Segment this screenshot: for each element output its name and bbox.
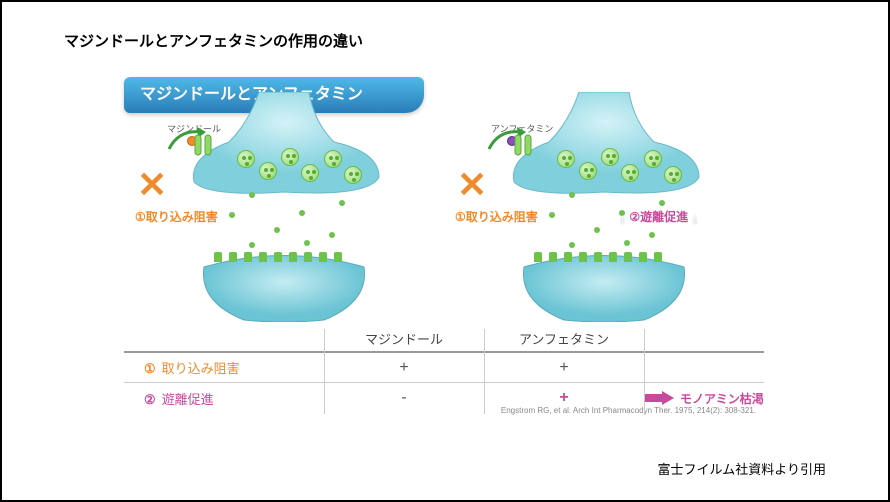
transporter-icon <box>194 134 212 156</box>
nt-dot-icon <box>569 192 575 198</box>
nt-dot-icon <box>249 192 255 198</box>
caption-num: ① <box>455 210 466 224</box>
extra-note: モノアミン枯渇 <box>644 390 764 407</box>
cell-value: + <box>484 359 644 377</box>
row-label: ② 遊離促進 <box>124 389 324 408</box>
receptor-icon <box>534 252 542 262</box>
panel-amphetamine: アンフェタミン ✕ ①取り込み阻害 ↓ ②遊離促進 ↓ <box>449 92 759 322</box>
nt-dot-icon <box>274 227 280 233</box>
vesicle-icon <box>301 164 319 182</box>
vesicle-icon <box>557 150 575 168</box>
caption-uptake-inhibition: ①取り込み阻害 <box>455 208 538 225</box>
caption-release-promotion: ↓ ②遊離促進 ↓ <box>619 208 698 226</box>
vesicle-icon <box>664 166 682 184</box>
nt-dot-icon <box>329 232 335 238</box>
vesicle-icon <box>324 150 342 168</box>
caption-text: 取り込み阻害 <box>146 210 218 224</box>
synapse-lower-icon <box>194 252 374 322</box>
vesicle-icon <box>621 164 639 182</box>
figure-area: マジンドールとアンフェタミン マジンドール ✕ ①取り込み阻害 <box>124 77 764 437</box>
panel-mazindol: マジンドール ✕ ①取り込み阻害 <box>129 92 439 322</box>
vesicle-icon <box>344 166 362 184</box>
col-header-amphetamine: アンフェタミン <box>484 329 644 348</box>
cell-value: - <box>324 389 484 407</box>
comparison-table: マジンドール アンフェタミン ① 取り込み阻害 + + ② 遊離促進 - + モノア… <box>124 325 764 417</box>
vesicle-icon <box>237 150 255 168</box>
down-arrow-icon: ↓ <box>691 210 698 226</box>
row-text: 遊離促進 <box>162 392 214 407</box>
cell-value: + <box>484 389 644 407</box>
vesicle-icon <box>579 162 597 180</box>
receptor-icon <box>549 252 557 262</box>
receptor-icon <box>639 252 647 262</box>
receptor-icon <box>244 252 252 262</box>
receptor-icon <box>214 252 222 262</box>
receptor-icon <box>609 252 617 262</box>
caption-num: ② <box>629 210 640 224</box>
caption-uptake-inhibition: ①取り込み阻害 <box>135 208 218 225</box>
receptor-icon <box>259 252 267 262</box>
row-text: 取り込み阻害 <box>162 361 240 376</box>
vesicle-icon <box>644 150 662 168</box>
nt-dot-icon <box>594 227 600 233</box>
cell-value: + <box>324 359 484 377</box>
row-num: ① <box>144 361 156 376</box>
wide-arrow-icon <box>644 391 674 405</box>
attribution: 富士フイルム社資料より引用 <box>658 459 826 478</box>
synapse-lower-icon <box>514 252 694 322</box>
nt-dot-icon <box>624 240 630 246</box>
citation: Engstrom RG, et al. Arch Int Pharmacodyn… <box>501 406 756 415</box>
receptor-icon <box>624 252 632 262</box>
receptor-icon <box>564 252 572 262</box>
nt-dot-icon <box>549 212 555 218</box>
receptor-icon <box>594 252 602 262</box>
nt-dot-icon <box>249 242 255 248</box>
nt-dot-icon <box>299 210 305 216</box>
caption-num: ① <box>135 210 146 224</box>
nt-dot-icon <box>229 212 235 218</box>
receptor-icon <box>274 252 282 262</box>
row-num: ② <box>144 392 156 407</box>
receptor-icon <box>334 252 342 262</box>
cross-icon: ✕ <box>457 167 487 203</box>
down-arrow-icon: ↓ <box>619 210 626 226</box>
transporter-icon <box>514 134 532 156</box>
table-header: マジンドール アンフェタミン <box>124 325 764 353</box>
receptor-icon <box>229 252 237 262</box>
receptor-icon <box>654 252 662 262</box>
nt-dot-icon <box>339 200 345 206</box>
receptor-icon <box>319 252 327 262</box>
nt-dot-icon <box>304 240 310 246</box>
nt-dot-icon <box>649 232 655 238</box>
caption-text: 遊離促進 <box>640 210 688 224</box>
receptor-icon <box>289 252 297 262</box>
row-label: ① 取り込み阻害 <box>124 358 324 377</box>
vesicle-icon <box>259 162 277 180</box>
page-title: マジンドールとアンフェタミンの作用の違い <box>64 30 363 51</box>
receptor-icon <box>304 252 312 262</box>
col-header-mazindol: マジンドール <box>324 329 484 348</box>
nt-dot-icon <box>569 242 575 248</box>
vesicle-icon <box>601 148 619 166</box>
vesicle-icon <box>281 148 299 166</box>
receptor-icon <box>579 252 587 262</box>
nt-dot-icon <box>659 200 665 206</box>
caption-text: 取り込み阻害 <box>466 210 538 224</box>
extra-text: モノアミン枯渇 <box>680 390 764 407</box>
table-row: ① 取り込み阻害 + + <box>124 353 764 383</box>
cross-icon: ✕ <box>137 167 167 203</box>
